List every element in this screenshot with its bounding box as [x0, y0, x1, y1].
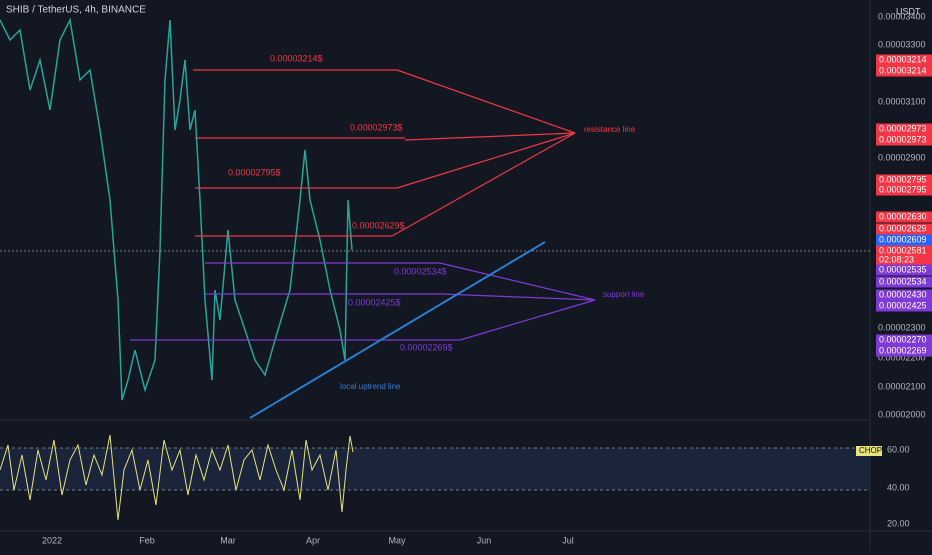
uptrend-line [249, 241, 546, 419]
resistance-level: 0.00002629$ [352, 220, 405, 230]
price-badge-text: 0.00002973 [879, 123, 927, 133]
price-badge [876, 334, 932, 346]
price-badge-text: 0.00002425 [879, 300, 927, 310]
time-tick-label: Apr [306, 535, 320, 545]
price-badge-text: 02:08:23 [879, 254, 914, 264]
resistance-level: 0.00002795$ [228, 167, 281, 177]
price-badge-text: 0.00003214 [879, 54, 927, 64]
price-tick-label: 0.00002200 [878, 352, 926, 362]
price-badge [876, 254, 932, 266]
time-tick-label: Feb [139, 535, 155, 545]
price-badge [876, 211, 932, 223]
price-badge [876, 264, 932, 276]
price-tick-label: 0.00003400 [878, 11, 926, 21]
price-badge [876, 223, 932, 235]
price-tick-label: 0.00003300 [878, 39, 926, 49]
price-badge-text: 0.00002795 [879, 184, 927, 194]
resistance-label: resistance line [584, 125, 636, 134]
support-lines [130, 262, 596, 341]
price-badge [876, 184, 932, 196]
chop-tag: CHOP [859, 446, 882, 455]
chop-axis-label: 20.00 [887, 518, 910, 528]
support-level: 0.00002425$ [348, 297, 401, 307]
chop-tag-bg [856, 446, 882, 456]
price-badge [876, 65, 932, 77]
price-badge-text: 0.00002269 [879, 345, 927, 355]
chop-line [0, 434, 354, 521]
currency: USDT [896, 6, 921, 16]
price-badge [876, 174, 932, 186]
price-badge-text: 0.00002609 [879, 234, 927, 244]
price-badge [876, 234, 932, 246]
chop-band [0, 448, 870, 490]
resistance-level: 0.00003214$ [270, 53, 323, 63]
symbol-title: SHIB / TetherUS, 4h, BINANCE [6, 5, 146, 16]
price-badge [876, 289, 932, 301]
price-badge [876, 345, 932, 357]
price-badge-text: 0.00002270 [879, 334, 927, 344]
price-badge-text: 0.00002973 [879, 134, 927, 144]
price-badge-text: 0.00003214 [879, 65, 927, 75]
time-tick-label: 2022 [42, 535, 62, 545]
chop-axis-label: 60.00 [887, 444, 910, 454]
price-badge [876, 54, 932, 66]
price-badge-text: 0.00002534 [879, 276, 927, 286]
price-badge-text: 0.00002535 [879, 264, 927, 274]
uptrend-label: local uptrend line [340, 382, 401, 391]
price-trace [0, 17, 353, 401]
support-label: support line [603, 290, 645, 299]
time-tick-label: Jun [477, 535, 492, 545]
time-tick-label: May [388, 535, 406, 545]
resistance-level: 0.00002973$ [350, 122, 403, 132]
price-badge-text: 0.00002629 [879, 223, 927, 233]
price-tick-label: 0.00002100 [878, 381, 926, 391]
resistance-lines [193, 69, 576, 237]
price-badge-text: 0.00002430 [879, 289, 927, 299]
price-tick-label: 0.00002300 [878, 322, 926, 332]
price-tick-label: 0.00003100 [878, 96, 926, 106]
price-badge [876, 134, 932, 146]
time-tick-label: Mar [220, 535, 236, 545]
price-badge [876, 300, 932, 312]
price-badge [876, 123, 932, 135]
support-level: 0.00002534$ [394, 266, 447, 276]
price-badge-text: 0.00002581 [879, 245, 927, 255]
price-badge-text: 0.00002795 [879, 174, 927, 184]
price-tick-label: 0.00002900 [878, 152, 926, 162]
time-tick-label: Jul [562, 535, 574, 545]
price-tick-label: 0.00002000 [878, 409, 926, 419]
chop-axis-label: 40.00 [887, 482, 910, 492]
support-level: 0.00002269$ [400, 342, 453, 352]
price-badge [876, 276, 932, 288]
price-badge-text: 0.00002630 [879, 211, 927, 221]
price-badge [876, 245, 932, 257]
